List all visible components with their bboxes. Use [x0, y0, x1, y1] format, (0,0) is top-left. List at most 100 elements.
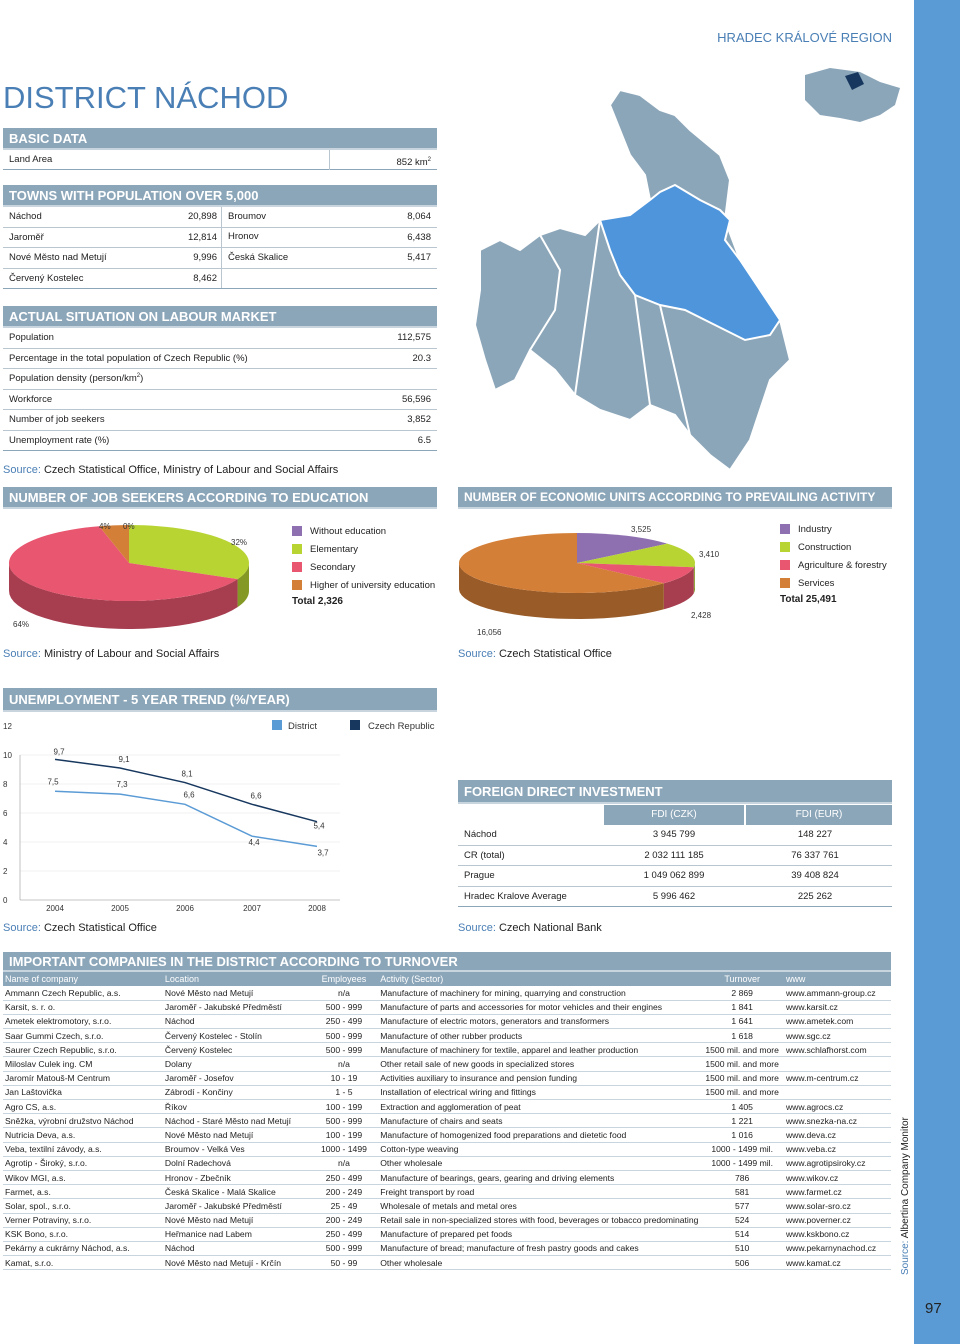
pie-value-label: 0% — [123, 522, 135, 531]
table-row: Ammann Czech Republic, a.s. Nové Město na… — [3, 986, 891, 1001]
company-cell: Jaroměř - Jakubské Předměstí — [162, 1000, 310, 1015]
town-row: Červený Kostelec 8,462 — [3, 268, 437, 289]
data-label: 3,7 — [317, 848, 329, 857]
region-map — [473, 68, 900, 472]
company-cell: Česká Skalice - Malá Skalice — [162, 1184, 310, 1200]
company-cell: Karsit, s. r. o. — [3, 1000, 163, 1015]
legend-item: Elementary — [292, 540, 435, 558]
table-row: Saar Gummi Czech, s.r.o. Červený Kostelec… — [3, 1028, 891, 1044]
company-cell: Cotton-type weaving — [378, 1142, 701, 1157]
land-area-row: Land Area 852 km2 — [3, 149, 437, 170]
company-cell: Jaroměř - Josefov — [162, 1071, 310, 1086]
legend-item: Secondary — [292, 558, 435, 576]
company-cell: Pekárny a cukrárny Náchod, a.s. — [3, 1241, 163, 1257]
company-cell: n/a — [309, 986, 379, 1001]
pie-slice — [577, 533, 668, 563]
company-cell: 1 - 5 — [309, 1085, 379, 1101]
unemployment-line-chart: 0 2 4 6 8 10 12 2004 2005 2006 2007 2008 7,5 7,3 6,6 4,… — [3, 720, 435, 913]
legend-swatch — [780, 560, 790, 570]
company-cell: Manufacture of machinery for mining, qua… — [378, 986, 701, 1001]
company-cell: www.snezka-na.cz — [783, 1113, 891, 1129]
town-row: Náchod 20,898 Broumov 8,064 — [3, 206, 437, 228]
data-label: 4,4 — [248, 838, 260, 847]
table-row: Karsit, s. r. o. Jaroměř - Jakubské Předm… — [3, 1000, 891, 1015]
edu-legend: Without education Elementary Secondary H… — [292, 522, 435, 607]
company-cell: Agrotip - Široký, s.r.o. — [3, 1156, 163, 1171]
company-cell: Hronov - Zbečník — [162, 1170, 310, 1186]
company-cell: Veba, textilní závody, a.s. — [3, 1142, 163, 1157]
company-cell: Saar Gummi Czech, s.r.o. — [3, 1028, 163, 1044]
labour-table: Population 112,575 Percentage in the tota… — [3, 328, 437, 451]
y-tick-label: 4 — [3, 838, 8, 847]
companies-table: Name of company Location Employees Activ… — [3, 972, 891, 1271]
company-cell: Jaromír Matouš-M Centrum — [3, 1071, 163, 1086]
company-cell: www.wikov.cz — [783, 1170, 891, 1186]
company-cell: 1000 - 1499 mil. — [700, 1142, 784, 1157]
company-cell: www.sgc.cz — [783, 1028, 891, 1044]
town-row: Jaroměř 12,814 Hronov 6,438 — [3, 227, 437, 248]
y-tick-label: 10 — [3, 751, 12, 760]
company-cell: Jaroměř - Jakubské Předměstí — [162, 1198, 310, 1214]
company-cell: Manufacture of other rubber products — [378, 1028, 701, 1044]
company-cell: Nové Město nad Metují — [162, 986, 310, 1001]
company-cell: Nové Město nad Metují — [162, 1213, 310, 1228]
company-cell: Ametek elektromotory, s.r.o. — [3, 1014, 163, 1030]
company-cell: Installation of electrical wiring and fi… — [378, 1085, 701, 1101]
labour-source: Source: Czech Statistical Office, Minist… — [3, 464, 339, 476]
company-cell: Freight transport by road — [378, 1184, 701, 1200]
company-cell: Other retail sale of new goods in specia… — [378, 1056, 701, 1072]
data-label: 9,7 — [53, 747, 65, 756]
table-row: Nutricia Deva, a.s. Nové Město nad Metují… — [3, 1127, 891, 1143]
company-cell: 500 - 999 — [309, 1042, 379, 1058]
pie-slice — [99, 525, 129, 563]
table-row: Farmet, a.s. Česká Skalice - Malá Skalice… — [3, 1184, 891, 1200]
fdi-row: Prague 1 049 062 899 39 408 824 — [458, 866, 892, 887]
company-cell: Manufacture of parts and accessories for… — [378, 1000, 701, 1015]
legend-swatch-czech — [350, 720, 360, 730]
pie-slice-side — [459, 563, 664, 619]
company-cell: 250 - 499 — [309, 1170, 379, 1186]
company-cell: Wholesale of metals and metal ores — [378, 1198, 701, 1214]
company-cell: Other wholesale — [378, 1255, 701, 1271]
company-cell: Saurer Czech Republic, s.r.o. — [3, 1042, 163, 1058]
company-cell: 250 - 499 — [309, 1227, 379, 1242]
pie-value-label: 3,410 — [699, 550, 720, 559]
company-cell: www.kskbono.cz — [783, 1227, 891, 1242]
data-label: 9,1 — [118, 755, 130, 764]
x-tick-label: 2008 — [308, 904, 326, 913]
company-cell: Manufacture of electric motors, generato… — [378, 1014, 701, 1030]
company-cell: Heřmanice nad Labem — [162, 1227, 310, 1242]
company-cell: Manufacture of machinery for textile, ap… — [378, 1042, 701, 1058]
company-cell: Jan Laštovička — [3, 1085, 163, 1101]
company-cell: Dolany — [162, 1056, 310, 1072]
y-tick-label: 2 — [3, 867, 8, 876]
unemp-heading: UNEMPLOYMENT - 5 YEAR TREND (%/YEAR) — [3, 688, 437, 712]
company-cell: 1 221 — [700, 1113, 784, 1129]
table-row: Veba, textilní závody, a.s. Broumov - Vel… — [3, 1142, 891, 1157]
fdi-table: FDI (CZK) FDI (EUR) Náchod 3 945 799 148 2… — [458, 805, 892, 907]
legend-swatch — [780, 542, 790, 552]
pie-slice — [129, 525, 249, 580]
company-cell: Retail sale in non-specialized stores wi… — [378, 1213, 701, 1228]
companies-heading: IMPORTANT COMPANIES IN THE DISTRICT ACCO… — [3, 952, 891, 972]
labour-row: Population density (person/km2) — [3, 369, 437, 390]
labour-heading: ACTUAL SITUATION ON LABOUR MARKET — [3, 306, 437, 328]
company-cell: Dolní Radechová — [162, 1156, 310, 1171]
company-cell: 786 — [700, 1170, 784, 1186]
company-cell: Broumov - Velká Ves — [162, 1142, 310, 1157]
y-tick-label: 0 — [3, 896, 8, 905]
data-label: 5,4 — [313, 822, 325, 831]
fdi-source: Source: Czech National Bank — [458, 922, 602, 934]
company-cell: Sněžka, výrobní družstvo Náchod — [3, 1113, 163, 1129]
basic-data-heading: BASIC DATA — [3, 128, 437, 150]
company-cell: www.deva.cz — [783, 1127, 891, 1143]
legend-item: Construction — [780, 538, 887, 556]
town-row: Nové Město nad Metují 9,996 Česká Skalic… — [3, 247, 437, 269]
pie-value-label: 2,428 — [691, 611, 712, 620]
company-cell: www.ametek.com — [783, 1014, 891, 1030]
pie-slice-side — [693, 561, 695, 594]
labour-row: Unemployment rate (%) 6.5 — [3, 431, 437, 451]
pie-slice-side — [237, 562, 249, 608]
legend-swatch-district — [272, 720, 282, 730]
legend-swatch — [292, 562, 302, 572]
